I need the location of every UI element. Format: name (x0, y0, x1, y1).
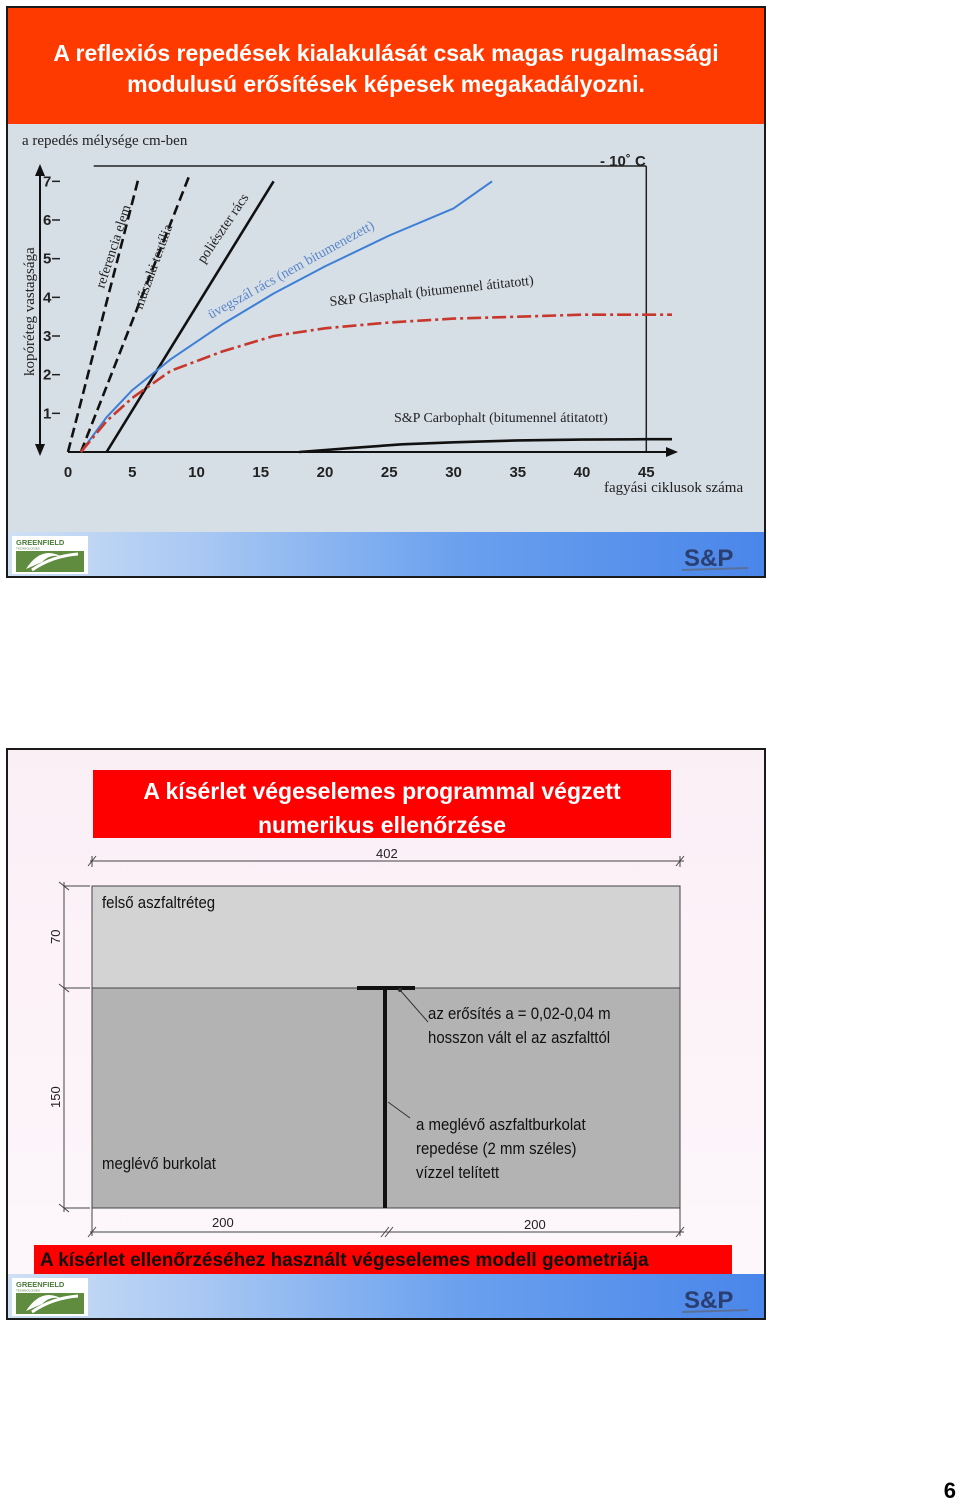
series-label-glasphalt: S&P Glasphalt (bitumennel átitatott) (329, 274, 535, 310)
leader-line-crack (387, 1101, 411, 1119)
y-axis-side-label: kopóréteg vastagsága (22, 247, 38, 376)
greenfield-logo-subtext: TECHNOLOGIES (16, 547, 40, 551)
greenfield-logo-subtext: TECHNOLOGIES (16, 1289, 40, 1293)
x-tick-label: 20 (317, 464, 334, 481)
note-reinforcement: az erősítés a = 0,02-0,04 m hosszon vált… (428, 1002, 635, 1050)
slide2-title-line1: A kísérlet végeselemes programmal végzet… (143, 778, 621, 804)
y-axis-arrow-up (35, 164, 45, 176)
leader-line-reinforcement (399, 989, 429, 1023)
y-tick-label: 3 (43, 328, 51, 345)
dim-label-bottom-left: 200 (212, 1215, 234, 1230)
slide2-footer: GREENFIELD TECHNOLOGIES S&P (8, 1274, 764, 1318)
series-line-3 (80, 180, 493, 453)
slide-reflective-cracks: A reflexiós repedések kialakulását csak … (6, 6, 766, 578)
sp-logo: S&P (681, 545, 749, 572)
slide-fem-verification: A kísérlet végeselemes programmal végzet… (6, 748, 766, 1320)
label-upper-asphalt-layer: felső aszfaltréteg (102, 893, 216, 912)
y-axis-arrow-down (35, 444, 45, 456)
series-line-4 (79, 313, 672, 453)
dim-slash-top-right (675, 855, 685, 867)
leader-dot-reinforcement (398, 988, 402, 992)
note-reinforcement-line1: az erősítés a = 0,02-0,04 m (428, 1004, 611, 1023)
dim-label-left-upper: 70 (48, 930, 63, 944)
sp-logo-text: S&P (684, 545, 733, 572)
x-tick-label: 25 (381, 464, 398, 481)
y-tick-label: 2 (43, 367, 51, 384)
figure-caption-text: A kísérlet ellenőrzéséhez használt véges… (40, 1250, 649, 1271)
greenfield-logo-text: GREENFIELD (16, 538, 65, 547)
x-tick-label: 5 (128, 464, 136, 481)
slide2-title-line2: numerikus ellenőrzése (258, 812, 506, 838)
dim-label-bottom-right: 200 (524, 1217, 546, 1232)
x-axis-title: fagyási ciklusok száma (604, 480, 743, 496)
x-tick-label: 45 (638, 464, 655, 481)
series-label-muszaki-textilia: műszaki textília (132, 222, 177, 312)
x-tick-label: 10 (188, 464, 205, 481)
temperature-label: - 10˚ C (600, 153, 646, 170)
x-axis-arrow (666, 447, 678, 457)
slide1-title-line1: A reflexiós repedések kialakulását csak … (53, 40, 719, 66)
dim-slash-bottom-mid-2 (384, 1226, 394, 1238)
dim-label-left-lower: 150 (48, 1086, 63, 1108)
y-axis-title: a repedés mélysége cm-ben (22, 133, 188, 149)
label-existing-pavement: meglévő burkolat (102, 1154, 216, 1173)
slide1-title: A reflexiós repedések kialakulását csak … (8, 38, 764, 100)
series-line-5 (299, 437, 672, 454)
crack (383, 988, 387, 1208)
series-line-1 (79, 173, 192, 453)
dim-label-top: 402 (376, 846, 398, 861)
y-tick-label: 6 (43, 212, 51, 229)
x-tick-label: 40 (574, 464, 591, 481)
y-tick-label: 4 (43, 289, 52, 306)
x-tick-label: 30 (445, 464, 462, 481)
upper-asphalt-layer (91, 885, 681, 989)
greenfield-logo-text: GREENFIELD (16, 1280, 65, 1289)
dim-slash-bottom-mid-1 (380, 1226, 390, 1238)
note-crack: a meglévő aszfaltburkolat repedése (2 mm… (416, 1113, 609, 1185)
x-tick-label: 15 (252, 464, 269, 481)
page-number: 6 (943, 1478, 956, 1503)
slide1-title-band: A reflexiós repedések kialakulását csak … (8, 8, 764, 124)
y-tick-label: 7 (43, 173, 51, 190)
greenfield-logo: GREENFIELD TECHNOLOGIES (12, 1278, 88, 1316)
y-tick-label: 1 (43, 405, 51, 422)
greenfield-logo: GREENFIELD TECHNOLOGIES (12, 536, 88, 574)
series-line-2 (105, 180, 275, 453)
chart-series (66, 173, 672, 454)
note-crack-line1: a meglévő aszfaltburkolat (416, 1115, 586, 1134)
sp-logo: S&P (681, 1287, 749, 1314)
slide1-title-line2: modulusú erősítések képesek megakadályoz… (127, 71, 645, 97)
note-crack-line2: repedése (2 mm széles) (416, 1139, 577, 1158)
dim-slash-top-left (87, 855, 97, 867)
x-tick-label: 35 (509, 464, 526, 481)
x-tick-label: 0 (64, 464, 72, 481)
slide2-title-box: A kísérlet végeselemes programmal végzet… (93, 770, 671, 838)
debonded-reinforcement (357, 986, 415, 990)
series-line-0 (66, 177, 140, 453)
series-label-carbophalt: S&P Carbophalt (bitumennel átitatott) (394, 411, 608, 426)
sp-logo-text: S&P (684, 1287, 733, 1314)
y-tick-label: 5 (43, 251, 51, 268)
note-reinforcement-line2: hosszon vált el az aszfalttól (428, 1028, 611, 1047)
slide1-footer: GREENFIELD TECHNOLOGIES S&P (8, 532, 764, 576)
note-crack-line3: vízzel telített (416, 1163, 500, 1182)
figure-caption: A kísérlet ellenőrzéséhez használt véges… (34, 1245, 732, 1279)
fem-model-diagram: 402 70 150 200 200 (48, 846, 685, 1238)
